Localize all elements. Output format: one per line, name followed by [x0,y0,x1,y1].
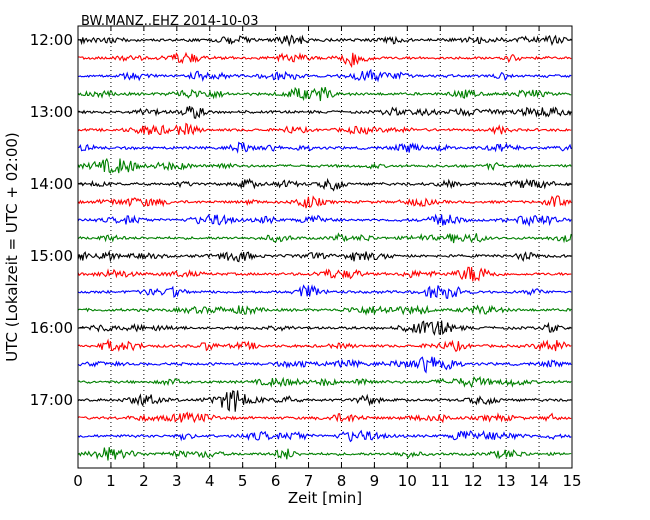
seismic-trace [77,249,572,263]
grid-lines [110,26,540,468]
y-tick-label: 17:00 [30,391,73,409]
x-tick-label: 7 [304,472,314,490]
x-tick-label: 15 [562,472,581,490]
x-tick-label: 14 [530,472,549,490]
y-axis-label: UTC (Lokalzeit = UTC + 02:00) [3,132,21,362]
seismic-trace [77,122,572,136]
seismic-trace [77,86,572,102]
x-tick-label: 8 [337,472,347,490]
x-tick-label: 0 [73,472,83,490]
plot-frame [77,25,573,469]
seismic-trace [77,105,572,119]
seismic-trace [77,195,572,209]
y-tick-label: 15:00 [30,247,73,265]
y-tick-label: 14:00 [30,175,73,193]
y-axis: 12:00 13:00 14:00 15:00 16:00 17:00 [30,31,572,409]
y-tick-label: 12:00 [30,31,73,49]
x-axis: 0 1 2 3 4 5 6 7 8 9 10 11 12 13 14 15 [73,26,582,490]
x-tick-label: 1 [106,472,116,490]
seismic-trace [77,141,572,154]
seismic-trace [77,213,572,227]
seismic-trace [77,232,572,244]
seismic-trace [77,390,572,412]
x-tick-label: 10 [398,472,417,490]
y-tick-label: 13:00 [30,103,73,121]
x-tick-label: 9 [370,472,380,490]
x-tick-label: 4 [205,472,215,490]
x-tick-label: 13 [497,472,516,490]
seismic-trace [77,320,572,336]
seismic-trace [77,376,572,389]
seismic-trace [77,411,572,424]
seismic-trace [77,447,572,461]
chart-title: BW.MANZ..EHZ 2014-10-03 [81,14,259,29]
seismic-trace [77,68,572,83]
x-tick-label: 2 [139,472,149,490]
x-tick-label: 6 [271,472,281,490]
seismic-trace [77,429,572,443]
seismic-trace [77,51,572,69]
x-axis-label: Zeit [min] [288,489,362,507]
traces [77,34,572,461]
x-tick-label: 3 [172,472,182,490]
seismic-trace [77,304,572,316]
seismic-trace [77,356,572,374]
seismic-trace [77,284,572,299]
seismic-trace [77,34,572,47]
seismic-trace [77,266,572,282]
y-tick-label: 16:00 [30,319,73,337]
seismic-trace [77,157,572,174]
seismic-trace [77,177,572,192]
x-tick-label: 11 [431,472,450,490]
x-tick-label: 12 [464,472,483,490]
seismic-trace [77,338,572,353]
x-tick-label: 5 [238,472,248,490]
